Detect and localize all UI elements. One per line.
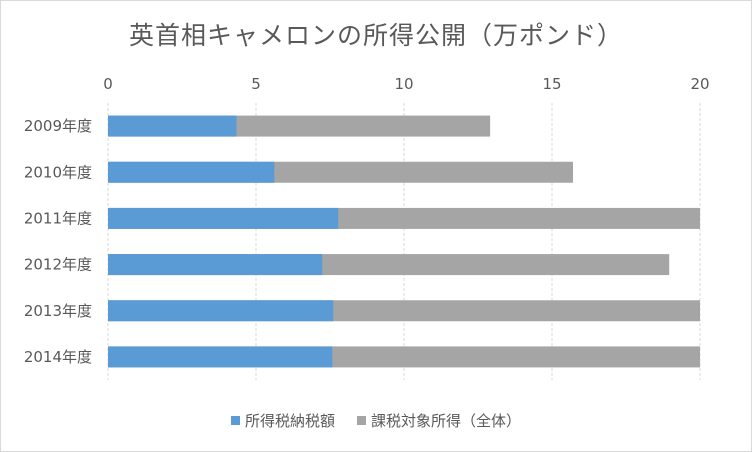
- x-tick-label: 10: [394, 75, 413, 93]
- y-category-label: 2013年度: [24, 302, 92, 320]
- bar-tax: [108, 115, 237, 137]
- y-category-label: 2014年度: [24, 348, 92, 366]
- bar-tax: [108, 254, 323, 276]
- legend-item-tax: 所得税納税額: [230, 410, 335, 431]
- legend: 所得税納税額 課税対象所得（全体）: [0, 410, 752, 431]
- bar-tax: [108, 346, 333, 368]
- x-tick-label: 15: [542, 75, 561, 93]
- legend-label-income: 課税対象所得（全体）: [371, 412, 522, 430]
- legend-swatch-income: [357, 416, 366, 425]
- legend-swatch-tax: [230, 416, 240, 425]
- bar-tax: [108, 300, 334, 322]
- x-tick-label: 0: [103, 75, 113, 93]
- bar-tax: [108, 207, 339, 229]
- x-tick-label: 5: [251, 75, 261, 93]
- y-category-label: 2011年度: [24, 209, 92, 227]
- legend-item-income: 課税対象所得（全体）: [357, 410, 521, 431]
- x-tick-label: 20: [690, 75, 709, 93]
- y-category-label: 2012年度: [24, 256, 92, 274]
- y-category-label: 2009年度: [24, 117, 92, 135]
- y-category-label: 2010年度: [24, 163, 92, 181]
- bar-tax: [108, 161, 275, 183]
- chart-title: 英首相キャメロンの所得公開（万ポンド）: [128, 21, 623, 50]
- legend-label-tax: 所得税納税額: [244, 412, 335, 430]
